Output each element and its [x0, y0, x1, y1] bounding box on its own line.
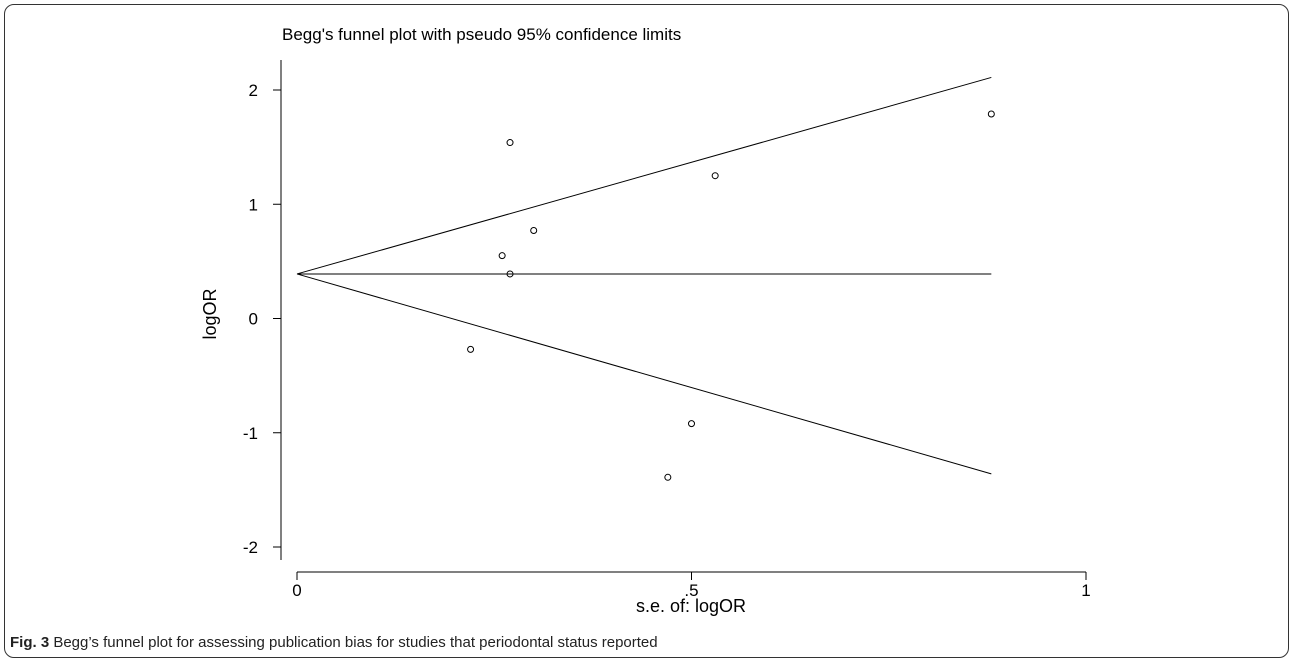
study-point — [498, 252, 506, 260]
y-axis-label: logOR — [200, 288, 220, 339]
study-point — [688, 420, 695, 428]
y-tick-label: 2 — [249, 81, 258, 100]
caption-text: Begg’s funnel plot for assessing publica… — [49, 634, 658, 651]
lower-confidence-limit — [296, 273, 992, 475]
y-tick-label: -2 — [243, 538, 258, 557]
x-tick-label: 0 — [292, 581, 301, 600]
caption-label: Fig. 3 — [10, 634, 50, 651]
y-tick-label: -1 — [243, 424, 258, 443]
y-tick-label: 1 — [249, 195, 258, 214]
x-tick-label: 1 — [1081, 581, 1090, 600]
study-point — [530, 227, 538, 235]
upper-confidence-limit — [296, 76, 992, 275]
study-point — [467, 345, 475, 353]
study-point — [506, 270, 514, 278]
study-point — [987, 110, 995, 118]
x-tick-label: .5 — [684, 581, 698, 600]
x-axis-label: s.e. of: logOR — [636, 596, 746, 616]
figure-frame — [4, 4, 1289, 658]
y-tick-label: 0 — [249, 310, 258, 329]
chart-title: Begg's funnel plot with pseudo 95% confi… — [282, 25, 681, 44]
study-point — [664, 473, 672, 481]
study-point — [506, 139, 514, 147]
study-point — [711, 172, 719, 180]
figure-caption: Fig. 3 Begg’s funnel plot for assessing … — [10, 634, 658, 651]
